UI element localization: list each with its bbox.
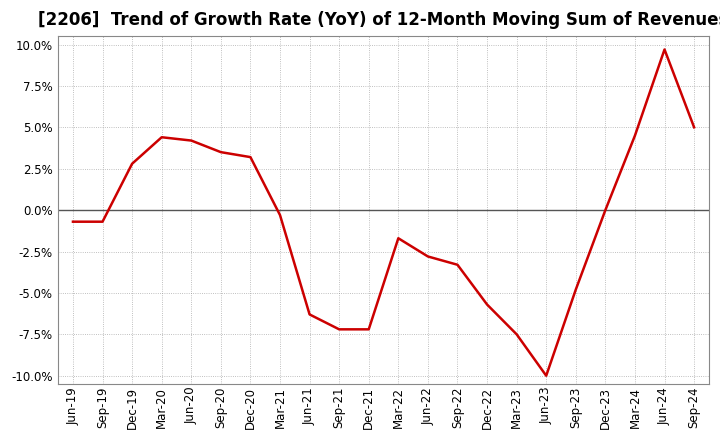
Title: [2206]  Trend of Growth Rate (YoY) of 12-Month Moving Sum of Revenues: [2206] Trend of Growth Rate (YoY) of 12-… (38, 11, 720, 29)
